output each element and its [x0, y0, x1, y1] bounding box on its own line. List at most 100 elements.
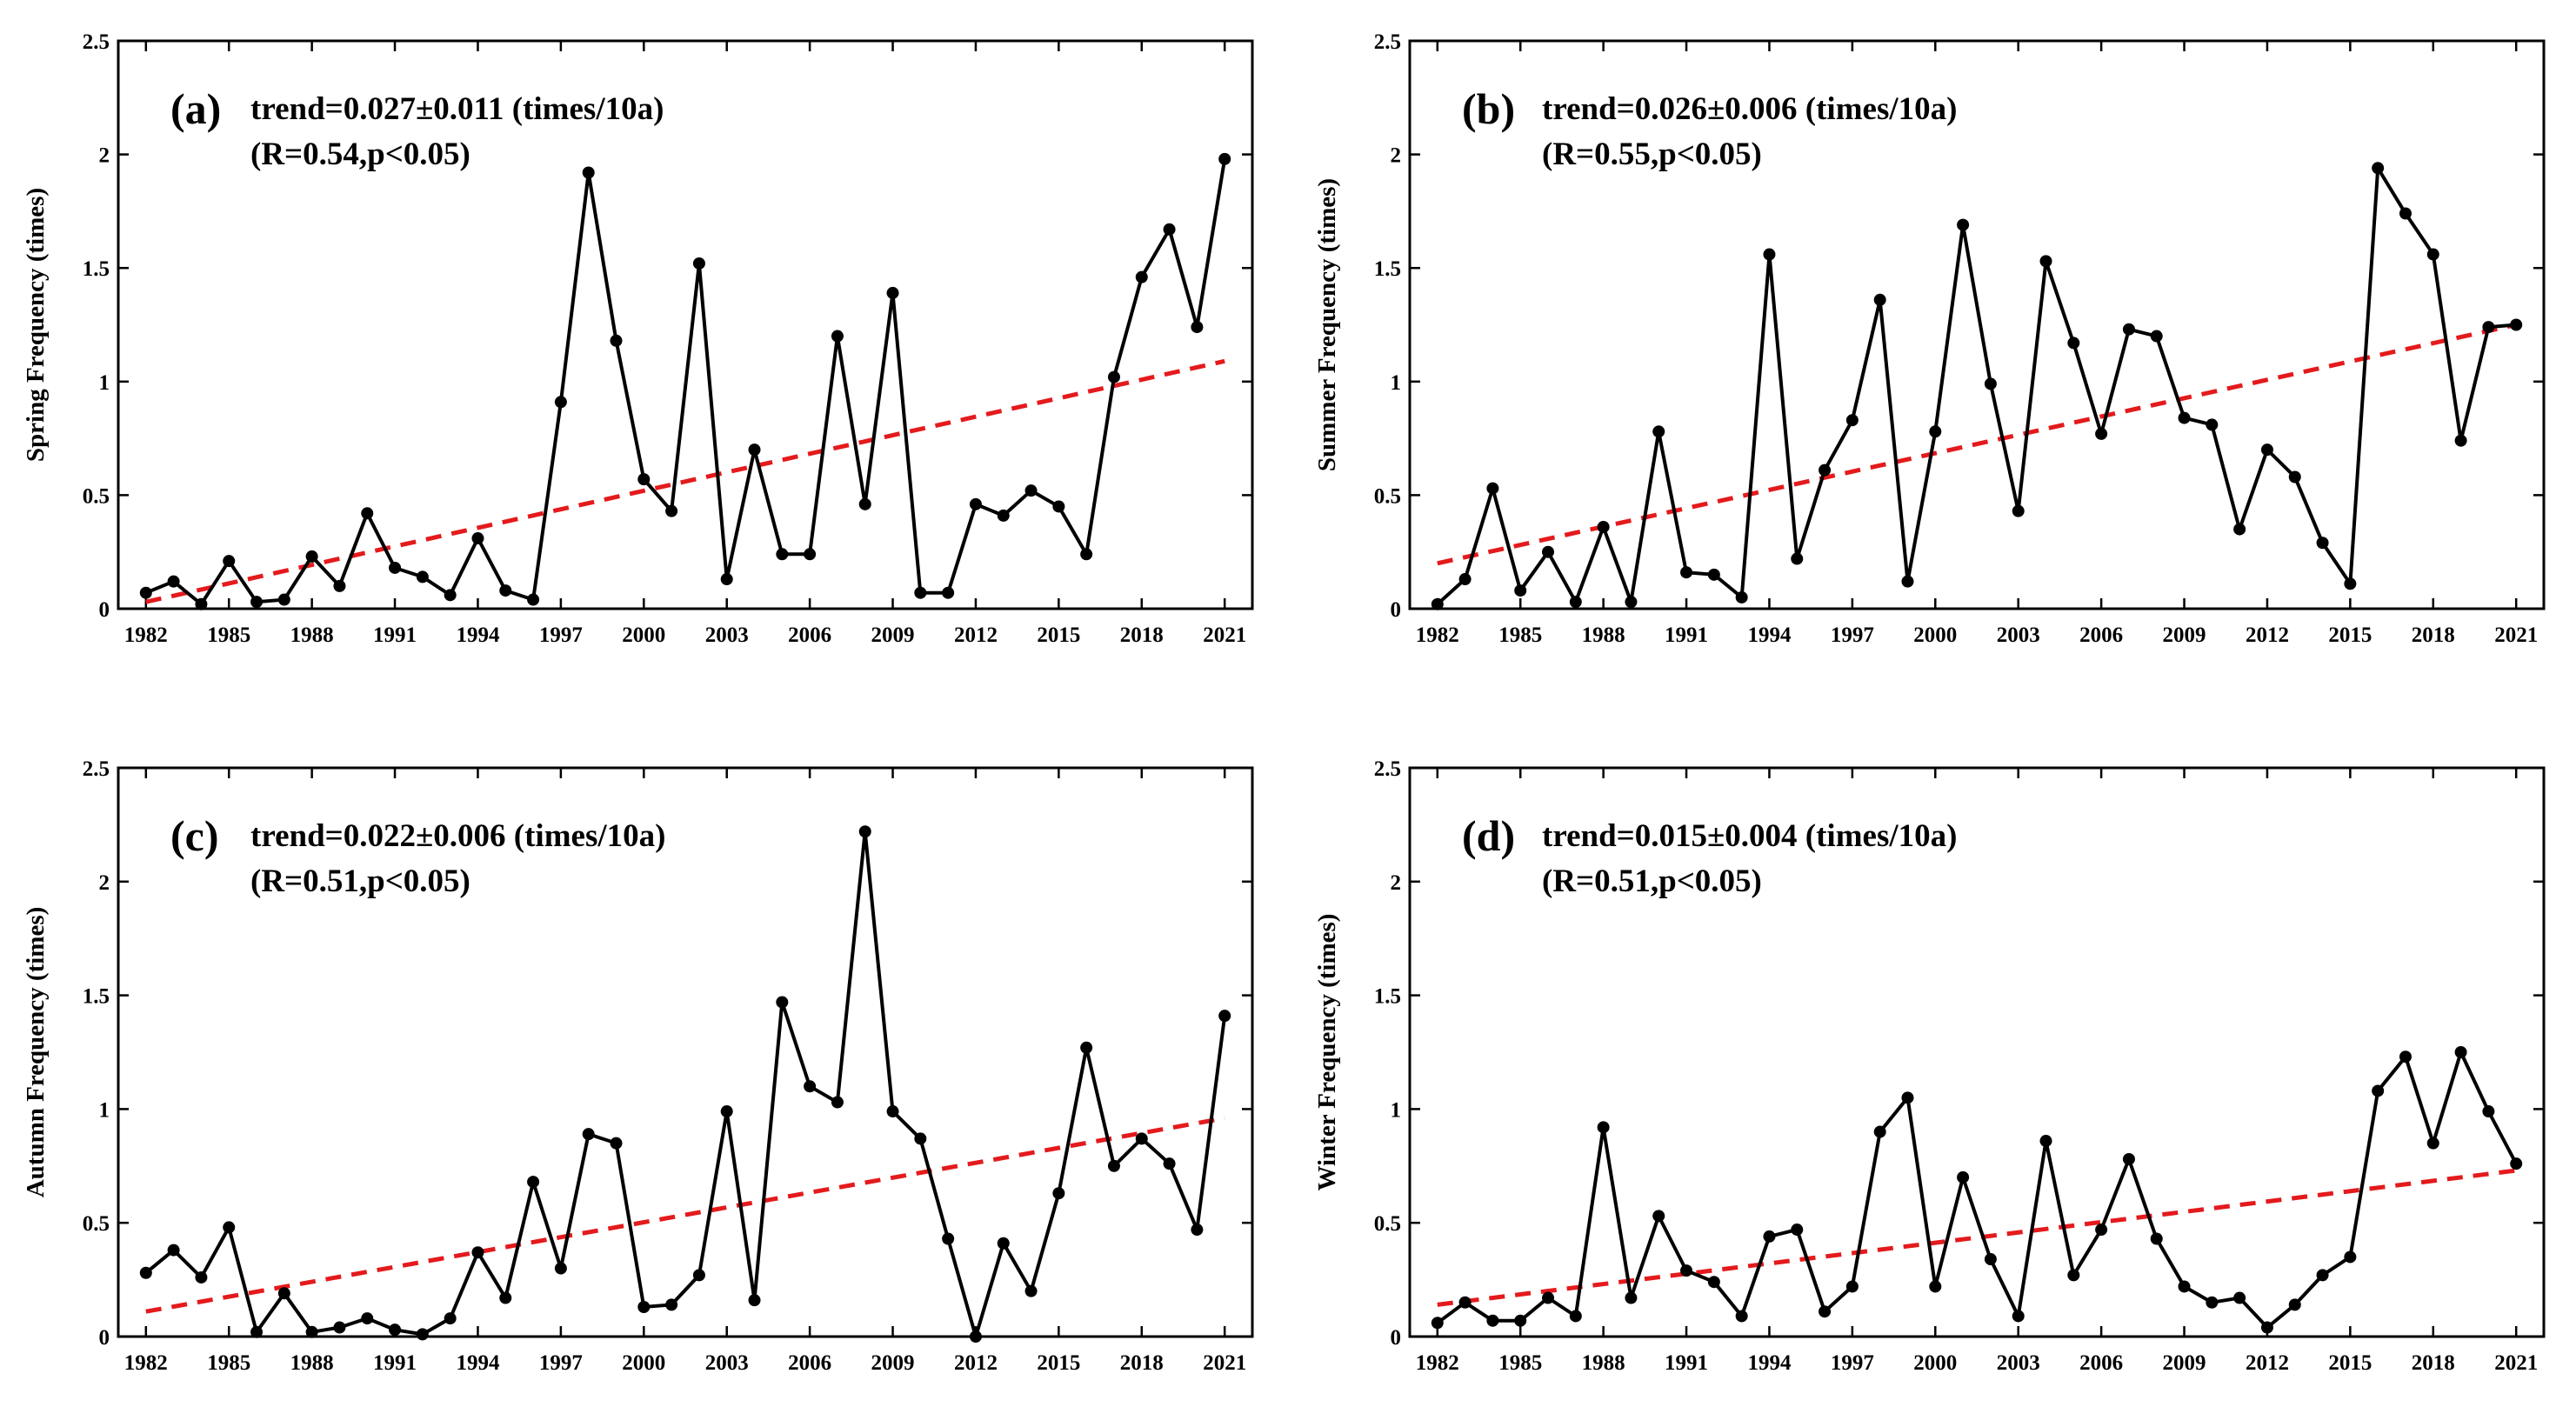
data-point-a: [139, 586, 152, 599]
data-point-d: [2344, 1250, 2357, 1264]
x-tick-label-c: 2021: [1203, 1351, 1246, 1375]
data-point-a: [250, 596, 264, 609]
data-point-a: [1080, 548, 1093, 561]
data-point-d: [2206, 1296, 2219, 1309]
y-tick-label-c: 1: [99, 1098, 110, 1122]
x-tick-label-d: 2009: [2163, 1351, 2206, 1375]
data-point-a: [610, 334, 623, 347]
series-line-d: [1436, 1047, 2518, 1330]
data-point-d: [1984, 1253, 1997, 1266]
data-point-b: [2510, 318, 2523, 331]
x-tick-label-c: 1994: [456, 1351, 500, 1375]
x-tick-label-c: 2018: [1120, 1351, 1164, 1375]
data-point-d: [1625, 1291, 1638, 1304]
data-point-a: [333, 579, 346, 592]
trend-line-a: [145, 358, 1225, 604]
data-point-d: [1514, 1314, 1527, 1327]
x-tick-label-c: 2012: [954, 1351, 998, 1375]
axes-frame-d: [1408, 766, 2546, 1338]
y-tick-label-b: 0.5: [1374, 484, 1401, 508]
x-tick-label-c: 1982: [124, 1351, 168, 1375]
panel-d: 1982 1985 1988 1991 1994 1997 2000 2003 2006 2009…: [1313, 757, 2546, 1375]
data-point-d: [1929, 1280, 1942, 1293]
x-tick-label-c: 2015: [1037, 1351, 1080, 1375]
data-point-d: [2233, 1291, 2246, 1304]
x-tick-label-a: 2000: [622, 623, 665, 647]
data-point-d: [1819, 1305, 1832, 1318]
data-point-a: [914, 586, 927, 599]
data-point-d: [1957, 1170, 1970, 1184]
data-point-a: [665, 504, 678, 517]
x-tick-label-b: 2006: [2079, 623, 2123, 647]
data-point-b: [2012, 504, 2025, 517]
trend-line-c: [145, 1116, 1225, 1314]
trend-annotation-a: trend=0.027±0.011 (times/10a): [250, 91, 664, 127]
y-tick-label-a: 1: [99, 371, 110, 395]
data-point-b: [1791, 552, 1804, 565]
y-tick-label-a: 0: [99, 598, 110, 622]
data-point-b: [2067, 337, 2080, 350]
data-point-d: [2482, 1105, 2495, 1118]
data-point-a: [858, 497, 871, 510]
data-point-c: [748, 1294, 761, 1307]
data-point-a: [471, 532, 484, 545]
data-point-a: [720, 573, 733, 586]
panel-tag-b: (b): [1462, 84, 1515, 133]
data-point-d: [1486, 1314, 1499, 1327]
data-point-d: [1791, 1224, 1804, 1237]
data-point-d: [2372, 1084, 2385, 1097]
data-point-a: [776, 548, 789, 561]
data-point-c: [167, 1244, 180, 1257]
x-tick-label-c: 1988: [290, 1351, 334, 1375]
data-point-a: [554, 396, 567, 409]
data-point-b: [2372, 162, 2385, 175]
x-tick-label-a: 1985: [207, 623, 250, 647]
data-point-c: [1135, 1132, 1148, 1145]
data-point-c: [277, 1287, 290, 1300]
data-point-d: [1735, 1310, 1748, 1323]
y-tick-label-b: 2: [1391, 144, 1402, 168]
x-tick-label-a: 1988: [290, 623, 334, 647]
panel-tag-a: (a): [170, 84, 221, 133]
data-point-a: [1163, 223, 1176, 236]
data-point-a: [886, 286, 899, 299]
axes-frame-a: [117, 39, 1254, 610]
data-point-a: [1191, 321, 1204, 334]
data-point-c: [1107, 1159, 1120, 1172]
data-point-c: [582, 1128, 595, 1141]
panel-tag-d: (d): [1462, 811, 1515, 860]
data-point-d: [2067, 1269, 2080, 1282]
data-point-c: [139, 1266, 152, 1279]
x-tick-label-c: 2000: [622, 1351, 665, 1375]
x-tick-label-d: 2015: [2328, 1351, 2372, 1375]
x-tick-label-b: 2000: [1913, 623, 1957, 647]
x-tick-label-d: 1997: [1831, 1351, 1874, 1375]
data-point-d: [2510, 1157, 2523, 1170]
x-tick-label-a: 1997: [539, 623, 583, 647]
data-point-b: [1819, 463, 1832, 477]
x-tick-label-a: 2015: [1037, 623, 1080, 647]
data-point-a: [195, 597, 208, 610]
data-point-b: [2482, 321, 2495, 334]
data-point-b: [2454, 434, 2467, 447]
data-point-c: [804, 1080, 817, 1093]
data-point-a: [748, 443, 761, 457]
data-point-c: [1218, 1010, 1231, 1023]
data-point-a: [969, 497, 982, 510]
y-tick-label-c: 2: [99, 871, 110, 895]
x-tick-label-c: 1985: [207, 1351, 250, 1375]
x-tick-label-c: 2006: [788, 1351, 831, 1375]
y-axis-label-a: Spring Frequency (times): [22, 188, 50, 462]
data-point-b: [1431, 597, 1444, 610]
x-tick-label-d: 2006: [2079, 1351, 2123, 1375]
stats-annotation-d: (R=0.51,p<0.05): [1542, 864, 1762, 899]
x-tick-label-a: 2009: [871, 623, 915, 647]
data-point-b: [2426, 248, 2439, 261]
y-axis-label-b: Summer Frequency (times): [1313, 178, 1341, 471]
x-tick-label-a: 2006: [788, 623, 831, 647]
data-point-c: [997, 1237, 1010, 1250]
data-point-b: [2344, 577, 2357, 590]
x-tick-label-d: 1988: [1582, 1351, 1625, 1375]
data-point-c: [444, 1312, 457, 1325]
data-point-a: [1218, 152, 1231, 165]
